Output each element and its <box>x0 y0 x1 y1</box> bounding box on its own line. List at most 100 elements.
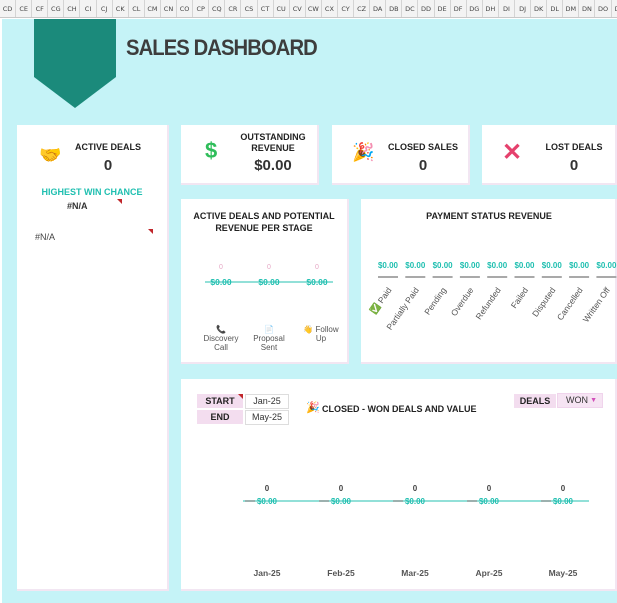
party-popper-icon: 🎉 <box>306 402 320 414</box>
document-icon: 📄 <box>264 325 274 334</box>
stage-category-label: 📄 Proposal Sent <box>244 325 294 352</box>
column-header[interactable]: CW <box>306 0 322 17</box>
payment-value-label: $0.00 <box>405 261 426 270</box>
column-header[interactable]: CS <box>241 0 258 17</box>
payment-category-text: Written Off <box>581 285 613 324</box>
payment-chart-card: PAYMENT STATUS REVENUE $0.00 ✅ Paid $0.00 P… <box>361 199 617 364</box>
closed-value-label: $0.00 <box>257 497 278 506</box>
end-date-input[interactable]: May-25 <box>245 410 289 425</box>
handshake-icon: 🤝 <box>39 145 62 165</box>
closed-count-label: 0 <box>561 484 566 493</box>
column-header[interactable]: CN <box>161 0 178 17</box>
deals-label: DEALS <box>514 394 556 408</box>
start-date-input[interactable]: Jan-25 <box>245 394 289 409</box>
deals-filter-value: WON <box>566 395 588 405</box>
payment-category-label: Pending <box>422 285 448 317</box>
column-header[interactable]: DE <box>435 0 451 17</box>
highest-win-chance-value[interactable]: #N/A <box>67 201 88 211</box>
payment-bar <box>541 276 562 278</box>
column-header[interactable]: DN <box>579 0 596 17</box>
highest-win-chance-row[interactable]: #N/A <box>35 232 56 242</box>
payment-value-label: $0.00 <box>378 261 399 270</box>
cell-comment-marker <box>148 229 153 234</box>
cell-comment-marker <box>238 394 243 399</box>
column-header[interactable]: CR <box>225 0 242 17</box>
column-header[interactable]: DA <box>370 0 387 17</box>
payment-value-label: $0.00 <box>596 261 617 270</box>
column-header[interactable]: DJ <box>515 0 532 17</box>
stage-category-line: 👋 Follow <box>303 325 339 334</box>
column-header[interactable]: CG <box>48 0 65 17</box>
payment-value-label: $0.00 <box>569 261 590 270</box>
payment-category-text: Refunded <box>473 285 502 321</box>
stage-chart-title-line1: ACTIVE DEALS AND POTENTIAL <box>193 211 335 221</box>
phone-icon: 📞 <box>216 325 226 334</box>
payment-category-text: Disputed <box>530 285 558 318</box>
stage-chart-title: ACTIVE DEALS AND POTENTIAL REVENUE PER S… <box>181 210 347 234</box>
column-header[interactable]: CO <box>177 0 194 17</box>
column-header[interactable]: CH <box>64 0 81 17</box>
highest-win-chance-title: HIGHEST WIN CHANCE <box>41 187 143 197</box>
column-header[interactable]: CK <box>113 0 129 17</box>
column-header[interactable]: CE <box>16 0 33 17</box>
active-deals-card: 🤝 ACTIVE DEALS 0 HIGHEST WIN CHANCE #N/A… <box>17 125 169 591</box>
column-header[interactable]: DB <box>386 0 403 17</box>
column-header[interactable]: CP <box>193 0 210 17</box>
column-header[interactable]: DP <box>612 0 617 17</box>
closed-sales-card: 🎉 CLOSED SALES 0 <box>332 125 470 185</box>
stage-category-line: Sent <box>260 343 278 352</box>
column-header[interactable]: DL <box>547 0 564 17</box>
payment-bar <box>596 276 617 278</box>
payment-value-label: $0.00 <box>514 261 535 270</box>
column-header[interactable]: DK <box>531 0 548 17</box>
column-header[interactable]: CT <box>258 0 274 17</box>
column-header[interactable]: CZ <box>354 0 371 17</box>
payment-bar <box>405 276 426 278</box>
payment-value-label: $0.00 <box>487 261 508 270</box>
column-header[interactable]: DI <box>499 0 515 17</box>
deals-filter-select[interactable]: WON ▼ <box>557 393 603 408</box>
column-header[interactable]: DG <box>467 0 483 17</box>
closed-count-label: 0 <box>413 484 418 493</box>
closed-value-label: $0.00 <box>553 497 574 506</box>
column-header[interactable]: DO <box>595 0 612 17</box>
stage-line-chart: 0 $0.00 0 $0.00 0 $0.00 <box>205 264 333 287</box>
column-header[interactable]: CI <box>80 0 97 17</box>
page-title: SALES DASHBOARD <box>126 35 318 60</box>
column-header[interactable]: CX <box>322 0 338 17</box>
payment-category-label: Failed <box>509 285 531 310</box>
stage-category-line: Up <box>315 334 327 343</box>
sales-dashboard: SALES DASHBOARD 🤝 ACTIVE DEALS 0 HIGHEST… <box>2 19 617 603</box>
payment-category-text: ✅ Paid <box>368 285 394 315</box>
lost-deals-card: ✕ LOST DEALS 0 <box>482 125 617 185</box>
payment-category-text: Failed <box>509 285 531 310</box>
column-header[interactable]: CQ <box>209 0 226 17</box>
payment-bar <box>459 276 480 278</box>
column-header[interactable]: CM <box>145 0 161 17</box>
column-header[interactable]: CY <box>338 0 355 17</box>
column-header[interactable]: CL <box>129 0 145 17</box>
column-header[interactable]: DF <box>451 0 467 17</box>
active-deals-value: 0 <box>103 157 113 174</box>
column-header[interactable]: DD <box>418 0 435 17</box>
column-header[interactable]: CU <box>274 0 290 17</box>
payment-category-text: Cancelled <box>555 285 585 322</box>
stage-count-label: 0 <box>267 264 271 271</box>
lost-deals-value: 0 <box>569 157 579 174</box>
column-header[interactable]: DC <box>402 0 419 17</box>
stage-value-label: $0.00 <box>258 277 280 287</box>
stage-category-label: 👋 Follow Up <box>296 325 346 343</box>
column-header[interactable]: DM <box>563 0 580 17</box>
payment-category-label: Overdue <box>449 285 476 318</box>
column-header[interactable]: CD <box>0 0 17 17</box>
payment-category-label: Cancelled <box>555 285 585 322</box>
stage-category-line: Proposal <box>253 334 285 343</box>
column-header[interactable]: CV <box>290 0 306 17</box>
column-header[interactable]: CF <box>32 0 49 17</box>
column-header[interactable]: DH <box>483 0 499 17</box>
pennant-ribbon <box>34 19 116 108</box>
column-header[interactable]: CJ <box>97 0 113 17</box>
payment-category-label: ✅ Paid <box>368 285 394 315</box>
payment-bar <box>514 276 535 278</box>
payment-bar <box>569 276 590 278</box>
